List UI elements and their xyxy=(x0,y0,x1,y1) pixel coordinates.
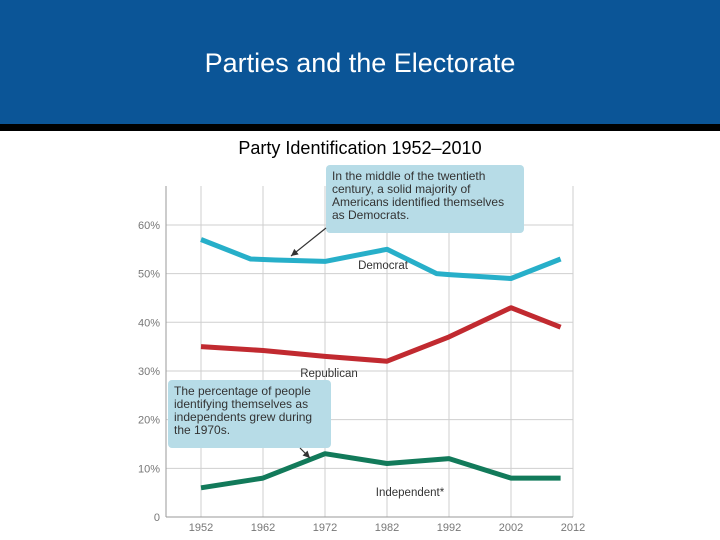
slide-header xyxy=(0,0,720,124)
series-line-republican xyxy=(200,305,562,364)
chart-grid xyxy=(166,186,574,517)
series-line-independent xyxy=(200,451,561,491)
header-divider xyxy=(0,124,720,131)
chart-callouts: In the middle of the twentieth century, … xyxy=(168,165,524,459)
x-tick-label: 1982 xyxy=(375,522,399,534)
y-tick-label: 10% xyxy=(138,463,160,475)
y-tick-label: 0 xyxy=(154,512,160,524)
callout-arrowhead xyxy=(291,248,299,256)
y-tick-label: 30% xyxy=(138,366,160,378)
x-tick-label: 2012 xyxy=(561,522,585,534)
callout-text-wrap: In the middle of the twentieth century, … xyxy=(332,170,505,222)
x-tick-label: 1992 xyxy=(437,522,461,534)
chart-title: Party Identification 1952–2010 xyxy=(238,138,482,158)
callout-box xyxy=(326,165,524,233)
x-tick-label: 1952 xyxy=(189,522,213,534)
chart-axes: 0 10% 20% 30% 40% 50% 60% 1952 1962 1972 1982 1992 2… xyxy=(138,186,585,534)
callout-box xyxy=(168,380,331,448)
callout-text: The percentage of people identifying the… xyxy=(174,385,313,437)
x-tick-label: 2002 xyxy=(499,522,523,534)
series-label: Independent* xyxy=(376,487,445,499)
y-tick-label: 60% xyxy=(138,220,160,232)
y-tick-label: 50% xyxy=(138,269,160,281)
series-line-democrat xyxy=(200,237,562,281)
series-labels: Democrat Republican Independent* xyxy=(300,260,445,499)
y-tick-label: 20% xyxy=(138,415,160,427)
callout-text: In the middle of the twentieth century, … xyxy=(332,170,505,222)
callout-arrow xyxy=(290,227,327,257)
callout-arrowhead xyxy=(302,450,310,458)
x-tick-label: 1972 xyxy=(313,522,337,534)
series-label: Democrat xyxy=(358,260,409,272)
callout-text-wrap: The percentage of people identifying the… xyxy=(174,385,313,437)
chart-series xyxy=(200,237,562,491)
x-tick-label: 1962 xyxy=(251,522,275,534)
slide-title: Parties and the Electorate xyxy=(204,48,516,78)
y-tick-label: 40% xyxy=(138,317,160,329)
series-label: Republican xyxy=(300,368,358,380)
